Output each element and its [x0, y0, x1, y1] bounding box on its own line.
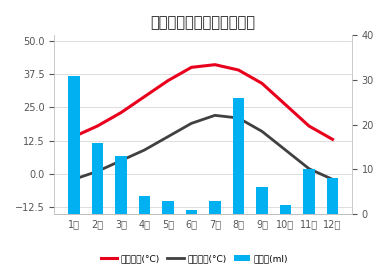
Title: ラスベガスの気温と降水量: ラスベガスの気温と降水量	[151, 15, 256, 30]
最高気温(°C)	[307, 124, 311, 128]
最低気温(°C)	[307, 167, 311, 170]
最高気温(°C)	[283, 103, 288, 106]
Bar	[91, 143, 103, 214]
Bar	[256, 187, 268, 214]
Bar	[186, 209, 197, 214]
最低気温(°C)	[236, 116, 241, 120]
Bar	[162, 201, 174, 214]
最高気温(°C)	[95, 124, 100, 128]
最高気温(°C)	[119, 111, 123, 114]
最低気温(°C)	[142, 149, 147, 152]
最低気温(°C)	[72, 178, 76, 181]
Line: 最低気温(°C): 最低気温(°C)	[74, 115, 333, 179]
Bar	[303, 169, 315, 214]
最低気温(°C)	[259, 130, 264, 133]
最高気温(°C)	[166, 79, 170, 82]
Bar	[115, 156, 127, 214]
最低気温(°C)	[189, 122, 194, 125]
Bar	[68, 76, 80, 214]
最高気温(°C)	[236, 68, 241, 72]
最低気温(°C)	[330, 178, 335, 181]
Bar	[327, 178, 338, 214]
最低気温(°C)	[119, 159, 123, 162]
Bar	[280, 205, 291, 214]
最低気温(°C)	[166, 135, 170, 138]
最低気温(°C)	[95, 170, 100, 173]
最低気温(°C)	[213, 114, 217, 117]
最高気温(°C)	[189, 66, 194, 69]
最高気温(°C)	[213, 63, 217, 66]
Legend: 最高気温(°C), 最低気温(°C), 降水量(ml): 最高気温(°C), 最低気温(°C), 降水量(ml)	[97, 250, 292, 266]
Bar	[233, 98, 244, 214]
最高気温(°C)	[330, 138, 335, 141]
最高気温(°C)	[72, 135, 76, 138]
Bar	[138, 196, 150, 214]
Line: 最高気温(°C): 最高気温(°C)	[74, 65, 333, 139]
最高気温(°C)	[142, 95, 147, 98]
最高気温(°C)	[259, 82, 264, 85]
Bar	[209, 201, 221, 214]
最低気温(°C)	[283, 149, 288, 152]
